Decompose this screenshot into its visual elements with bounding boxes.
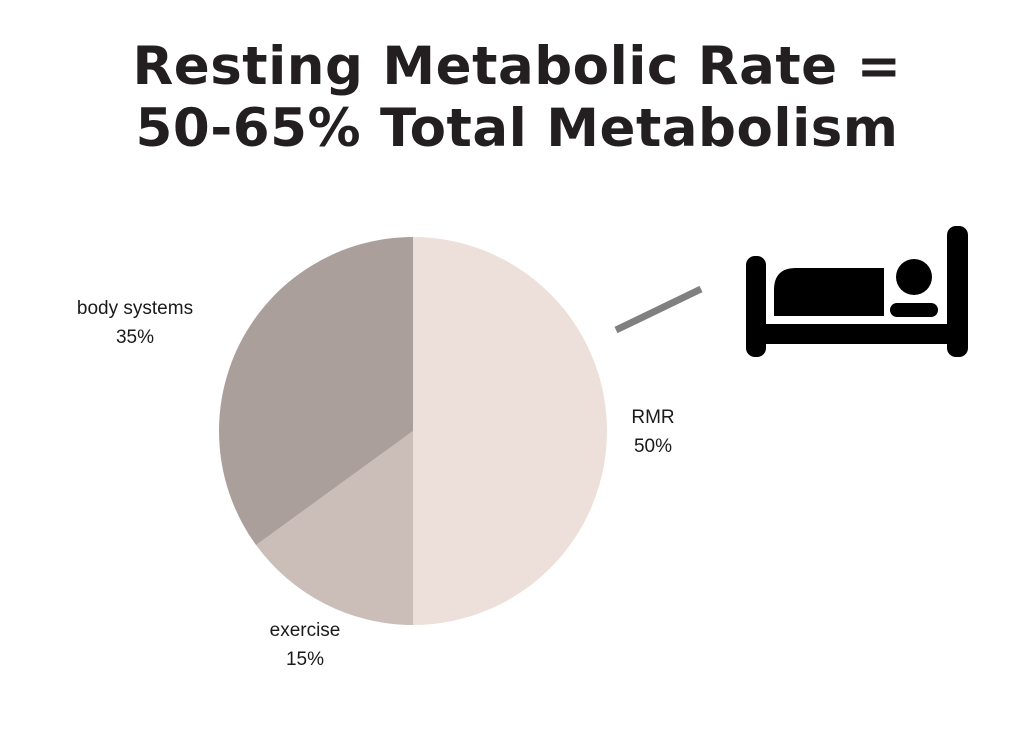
- slice-label-body-systems: body systems 35%: [50, 294, 220, 352]
- pie-slices: [218, 237, 607, 625]
- pie-slice-rmr: [413, 237, 607, 625]
- chart-title: Resting Metabolic Rate = 50-65% Total Me…: [0, 36, 1034, 160]
- chart-title-line-2: 50-65% Total Metabolism: [135, 98, 899, 159]
- slice-label-exercise-value: 15%: [285, 649, 325, 670]
- slice-label-body-systems-name: body systems: [76, 298, 194, 319]
- slice-label-rmr-name: RMR: [631, 407, 675, 428]
- chart-title-line-1: Resting Metabolic Rate =: [132, 36, 902, 97]
- slice-label-rmr: RMR 50%: [598, 403, 708, 461]
- slice-label-exercise-name: exercise: [269, 620, 341, 641]
- slice-label-exercise: exercise 15%: [235, 616, 375, 674]
- slice-label-body-systems-value: 35%: [115, 327, 155, 348]
- slice-label-rmr-value: 50%: [633, 436, 673, 457]
- pie-slice-body-systems: [218, 237, 413, 546]
- pie-slice-exercise: [256, 431, 413, 625]
- bed-sleeping-person-icon: [746, 226, 968, 357]
